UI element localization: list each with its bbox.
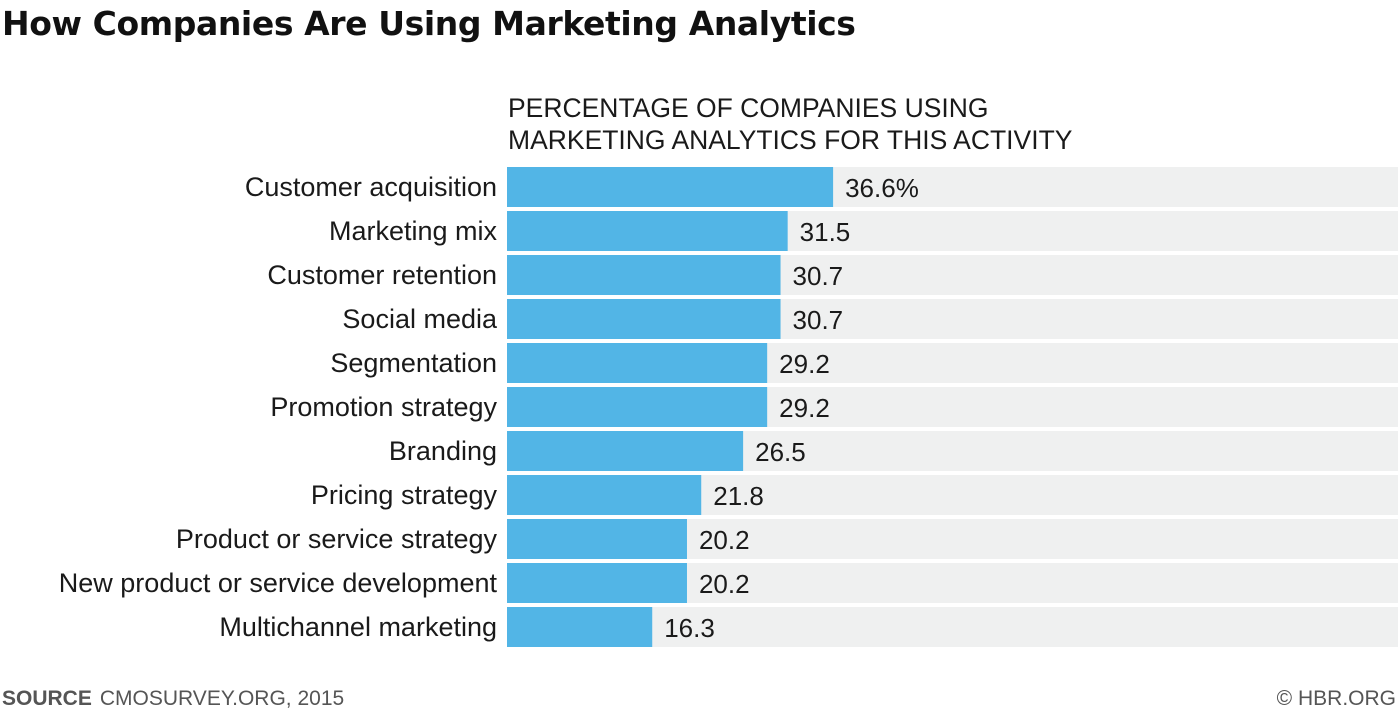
bar-social-media: [507, 299, 781, 339]
category-label-marketing-mix: Marketing mix: [329, 216, 498, 246]
category-label-branding: Branding: [389, 436, 497, 466]
subtitle-line-1: PERCENTAGE OF COMPANIES USING: [508, 93, 989, 123]
value-label-pricing-strategy: 21.8: [713, 481, 764, 511]
category-label-social-media: Social media: [342, 304, 498, 334]
value-label-product-or-service-strategy: 20.2: [699, 525, 750, 555]
source-note: SOURCE CMOSURVEY.ORG, 2015: [2, 686, 344, 712]
bar-branding: [507, 431, 744, 471]
chart-subtitle: PERCENTAGE OF COMPANIES USING MARKETING …: [508, 92, 1072, 156]
value-label-multichannel-marketing: 16.3: [664, 613, 715, 643]
value-label-customer-retention: 30.7: [793, 261, 844, 291]
value-label-marketing-mix: 31.5: [800, 217, 851, 247]
bar-marketing-mix: [507, 211, 788, 251]
category-label-segmentation: Segmentation: [330, 348, 497, 378]
value-label-customer-acquisition: 36.6%: [845, 173, 919, 203]
value-label-promotion-strategy: 29.2: [779, 393, 830, 423]
bar-track-multichannel-marketing: [507, 607, 1398, 647]
category-label-product-or-service-strategy: Product or service strategy: [176, 524, 498, 554]
chart-title: How Companies Are Using Marketing Analyt…: [2, 4, 856, 43]
bar-customer-acquisition: [507, 167, 834, 207]
bar-customer-retention: [507, 255, 781, 295]
subtitle-line-2: MARKETING ANALYTICS FOR THIS ACTIVITY: [508, 125, 1073, 155]
value-label-segmentation: 29.2: [779, 349, 830, 379]
category-label-promotion-strategy: Promotion strategy: [270, 392, 497, 422]
category-label-multichannel-marketing: Multichannel marketing: [219, 612, 497, 642]
category-label-customer-retention: Customer retention: [267, 260, 497, 290]
bar-product-or-service-strategy: [507, 519, 687, 559]
bar-multichannel-marketing: [507, 607, 653, 647]
bar-new-product-or-service-development: [507, 563, 687, 603]
bar-pricing-strategy: [507, 475, 702, 515]
value-label-social-media: 30.7: [793, 305, 844, 335]
category-label-customer-acquisition: Customer acquisition: [245, 172, 497, 202]
value-label-new-product-or-service-development: 20.2: [699, 569, 750, 599]
source-label: SOURCE: [2, 687, 92, 710]
category-label-pricing-strategy: Pricing strategy: [311, 480, 498, 510]
copyright-note: © HBR.ORG: [1276, 687, 1396, 710]
bar-segmentation: [507, 343, 768, 383]
bar-promotion-strategy: [507, 387, 768, 427]
category-label-new-product-or-service-development: New product or service development: [59, 568, 498, 598]
value-label-branding: 26.5: [755, 437, 806, 467]
source-text: CMOSURVEY.ORG, 2015: [99, 687, 345, 710]
